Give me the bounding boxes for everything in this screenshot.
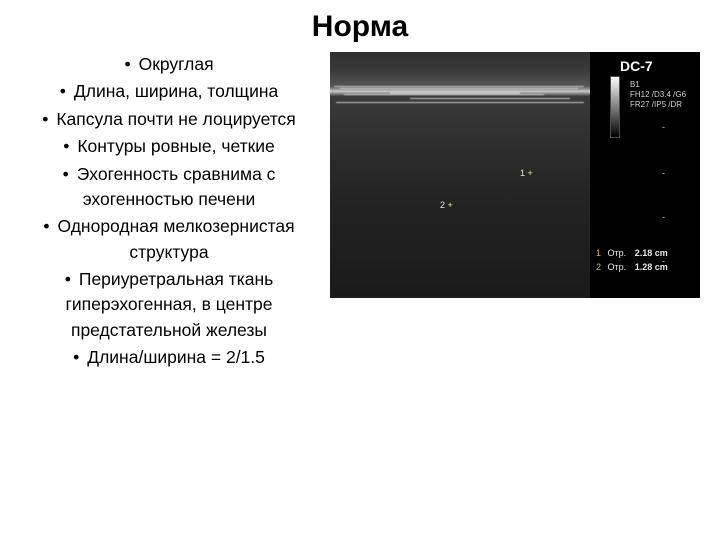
echo-band: [336, 102, 584, 103]
depth-tick: -: [662, 212, 665, 222]
list-item: Контуры ровные, четкие: [14, 134, 324, 159]
measurement-marker: 2 +: [440, 200, 453, 210]
depth-tick: -: [662, 122, 665, 132]
grayscale-bar: [610, 76, 620, 138]
measurement-label: Отр.: [608, 262, 627, 272]
ultrasound-composite: 1 + 2 + DC-7 B1 FH12 /D3.4 /G6 FR27 /IP5 …: [330, 52, 700, 298]
bullet-list: Округлая Длина, ширина, толщина Капсула …: [14, 52, 324, 371]
ultrasound-panel: DC-7 B1 FH12 /D3.4 /G6 FR27 /IP5 /DR - - -…: [592, 52, 700, 298]
measurement-marker: 1 +: [520, 168, 533, 178]
echo-band: [340, 88, 578, 89]
echo-band: [334, 86, 584, 87]
list-item: Длина/ширина = 2/1.5: [14, 345, 324, 370]
device-label: DC-7: [620, 58, 653, 74]
echo-band: [344, 94, 544, 95]
ultrasound-image: 1 + 2 +: [330, 52, 592, 298]
depth-tick: -: [662, 168, 665, 178]
page-title: Норма: [0, 0, 720, 52]
measurement-readout: 1 Отр. 2.18 cm 2 Отр. 1.28 cm: [596, 246, 668, 274]
echo-band: [410, 98, 570, 99]
param-line: FR27 /IP5 /DR: [630, 100, 682, 109]
list-item: Однородная мелкозернистая структура: [14, 214, 324, 265]
list-item: Капсула почти не лоцируется: [14, 107, 324, 132]
param-line: B1: [630, 80, 640, 89]
content-area: Округлая Длина, ширина, толщина Капсула …: [0, 52, 720, 373]
list-item: Округлая: [14, 52, 324, 77]
measurement-row: 1 Отр. 2.18 cm: [596, 246, 668, 260]
measurement-row: 2 Отр. 1.28 cm: [596, 260, 668, 274]
measurement-label: Отр.: [608, 248, 627, 258]
list-item: Длина, ширина, толщина: [14, 79, 324, 104]
measurement-value: 1.28 cm: [635, 262, 668, 272]
bullet-column: Округлая Длина, ширина, толщина Капсула …: [0, 52, 330, 373]
measurement-value: 2.18 cm: [635, 248, 668, 258]
measurement-index: 1: [596, 248, 601, 258]
list-item: Эхогенность сравнима с эхогенностью пече…: [14, 162, 324, 213]
list-item: Периуретральная ткань гиперэхогенная, в …: [14, 267, 324, 343]
measurement-index: 2: [596, 262, 601, 272]
param-line: FH12 /D3.4 /G6: [630, 90, 686, 99]
